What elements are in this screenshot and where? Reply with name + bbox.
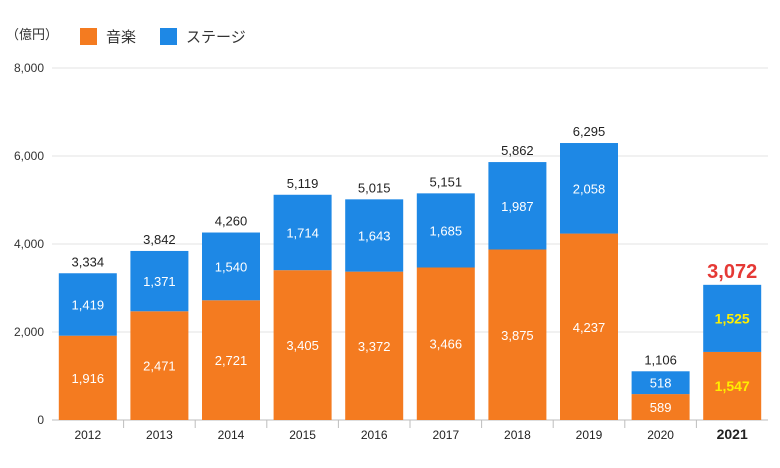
legend-swatch-music xyxy=(80,28,97,45)
x-tick-label-2014: 2014 xyxy=(218,428,245,442)
value-label-music-2021: 1,547 xyxy=(715,378,750,394)
y-tick-label-4000: 4,000 xyxy=(14,237,44,251)
total-label-2017: 5,151 xyxy=(430,174,463,189)
y-tick-label-0: 0 xyxy=(37,413,44,427)
value-label-music-2019: 4,237 xyxy=(573,320,606,335)
total-label-2019: 6,295 xyxy=(573,124,606,139)
legend-swatch-stage xyxy=(160,28,177,45)
x-tick-label-2017: 2017 xyxy=(432,428,459,442)
bar-music-2019 xyxy=(560,233,618,420)
x-tick-label-2016: 2016 xyxy=(361,428,388,442)
bar-music-2014 xyxy=(202,300,260,420)
y-tick-label-2000: 2,000 xyxy=(14,325,44,339)
bar-music-2012 xyxy=(58,335,117,420)
value-label-stage-2015: 1,714 xyxy=(286,225,319,240)
total-label-2012: 3,334 xyxy=(72,254,105,269)
unit-label: （億円） xyxy=(6,27,59,42)
bar-stage-2014 xyxy=(202,232,260,301)
x-tick-label-2013: 2013 xyxy=(146,428,173,442)
bar-stage-2017 xyxy=(416,193,475,268)
bar-stage-2016 xyxy=(345,199,404,272)
bar-music-2016 xyxy=(345,271,404,420)
value-label-music-2016: 3,372 xyxy=(358,339,391,354)
value-label-stage-2014: 1,540 xyxy=(215,259,248,274)
y-tick-label-8000: 8,000 xyxy=(14,61,44,75)
value-label-stage-2017: 1,685 xyxy=(430,223,463,238)
x-tick-label-2018: 2018 xyxy=(504,428,531,442)
value-label-music-2014: 2,721 xyxy=(215,353,248,368)
value-label-music-2020: 589 xyxy=(650,400,672,415)
bar-music-2013 xyxy=(130,311,189,420)
legend-label-stage: ステージ xyxy=(186,29,246,46)
bar-music-2015 xyxy=(273,270,332,420)
bar-stage-2020 xyxy=(631,371,690,395)
bar-stage-2013 xyxy=(130,250,189,312)
value-label-music-2013: 2,471 xyxy=(143,359,176,374)
x-tick-label-2012: 2012 xyxy=(74,428,101,442)
total-label-2020: 1,106 xyxy=(644,352,677,367)
x-tick-label-2021: 2021 xyxy=(717,426,748,442)
bar-music-2020 xyxy=(631,394,690,420)
legend-item-music: 音楽 xyxy=(80,26,136,47)
bar-music-2018 xyxy=(488,249,547,420)
bar-stage-2018 xyxy=(488,162,547,250)
value-label-music-2017: 3,466 xyxy=(430,337,463,352)
y-tick-label-6000: 6,000 xyxy=(14,149,44,163)
x-tick-label-2019: 2019 xyxy=(576,428,603,442)
value-label-music-2012: 1,916 xyxy=(72,371,105,386)
value-label-stage-2020: 518 xyxy=(650,376,672,391)
x-tick-label-2020: 2020 xyxy=(647,428,674,442)
total-label-2016: 5,015 xyxy=(358,180,391,195)
bar-stage-2015 xyxy=(273,194,332,271)
value-label-stage-2012: 1,419 xyxy=(72,297,105,312)
value-label-stage-2018: 1,987 xyxy=(501,199,534,214)
value-label-stage-2021: 1,525 xyxy=(715,310,750,326)
legend-label-music: 音楽 xyxy=(106,29,137,46)
total-label-2018: 5,862 xyxy=(501,143,534,158)
total-label-2014: 4,260 xyxy=(215,214,248,229)
bar-music-2021 xyxy=(703,351,762,420)
total-label-2021: 3,072 xyxy=(707,261,757,283)
bar-stage-2019 xyxy=(560,143,618,234)
bar-music-2017 xyxy=(416,267,475,420)
total-label-2013: 3,842 xyxy=(143,232,176,247)
value-label-music-2015: 3,405 xyxy=(286,338,319,353)
bar-stage-2021 xyxy=(703,284,762,352)
value-label-stage-2016: 1,643 xyxy=(358,228,391,243)
value-label-music-2018: 3,875 xyxy=(501,328,534,343)
x-tick-label-2015: 2015 xyxy=(289,428,316,442)
total-label-2015: 5,119 xyxy=(287,176,319,191)
legend-item-stage: ステージ xyxy=(160,26,246,47)
value-label-stage-2019: 2,058 xyxy=(573,181,606,196)
value-label-stage-2013: 1,371 xyxy=(143,274,176,289)
bar-stage-2012 xyxy=(58,273,117,336)
